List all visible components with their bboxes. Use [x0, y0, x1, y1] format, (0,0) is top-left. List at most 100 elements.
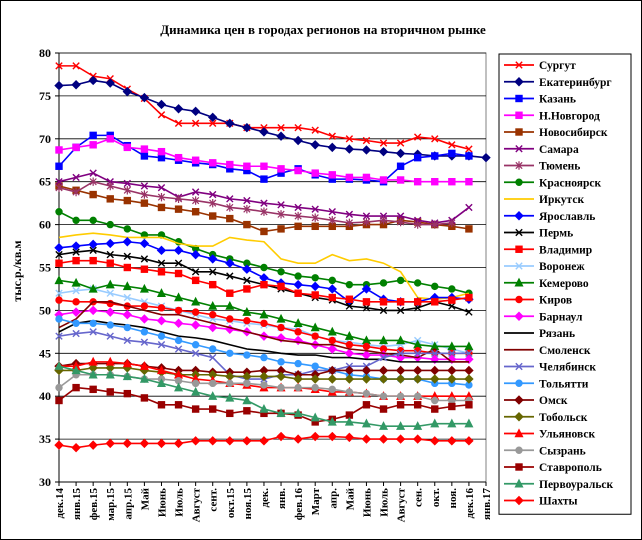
data-point-marker: [311, 291, 319, 299]
data-point-marker: [277, 210, 285, 219]
legend-entry: Ульяновск: [504, 428, 595, 441]
y-tick-label: 55: [39, 261, 51, 275]
legend-marker: [515, 228, 523, 237]
data-point-marker: [276, 408, 286, 418]
series-6: [55, 177, 456, 229]
data-point-marker: [311, 222, 319, 231]
data-point-marker: [157, 184, 166, 192]
x-tick-label: янв.15: [71, 488, 83, 520]
data-point-marker: [122, 358, 132, 368]
data-point-marker: [294, 289, 302, 297]
data-point-marker: [72, 256, 80, 265]
data-point-marker: [327, 284, 337, 294]
data-point-marker: [344, 416, 354, 426]
data-point-marker: [209, 280, 217, 289]
data-point-marker: [277, 358, 285, 366]
data-point-marker: [156, 288, 166, 297]
data-point-marker: [260, 175, 268, 183]
data-point-marker: [123, 196, 132, 205]
data-point-marker: [123, 323, 132, 332]
data-point-marker: [209, 379, 217, 388]
data-point-marker: [191, 188, 200, 196]
legend-marker: [514, 412, 524, 422]
legend-marker: [515, 161, 523, 170]
data-point-marker: [464, 418, 474, 428]
data-point-marker: [260, 280, 268, 289]
data-point-marker: [105, 369, 115, 379]
data-point-marker: [465, 178, 473, 186]
data-point-marker: [431, 220, 439, 229]
legend-label: Смоленск: [539, 345, 591, 357]
data-point-marker: [88, 356, 98, 366]
data-point-marker: [277, 268, 285, 276]
data-point-marker: [242, 307, 252, 316]
data-point-marker: [140, 190, 149, 199]
x-tick-label: дек.: [259, 488, 271, 508]
series-17: [58, 301, 469, 363]
legend-label: Сызрань: [539, 445, 586, 457]
data-point-marker: [328, 336, 336, 345]
data-point-marker: [55, 289, 63, 297]
data-point-marker: [327, 431, 337, 442]
data-point-marker: [208, 391, 218, 400]
data-point-marker: [260, 162, 268, 170]
data-point-marker: [344, 331, 354, 340]
data-point-marker: [362, 304, 371, 312]
x-tick-label: апр.15: [122, 488, 134, 520]
data-point-marker: [311, 274, 319, 282]
data-point-marker: [88, 305, 98, 316]
data-point-marker: [140, 199, 149, 207]
data-point-marker: [345, 135, 354, 143]
data-point-marker: [208, 254, 218, 264]
data-point-marker: [311, 213, 319, 222]
data-point-marker: [157, 304, 166, 312]
legend-entry: Пермь: [504, 228, 573, 240]
data-point-marker: [54, 80, 64, 91]
data-point-marker: [140, 394, 149, 402]
data-point-marker: [413, 349, 422, 357]
data-point-marker: [71, 307, 81, 317]
data-point-marker: [88, 369, 98, 379]
data-point-marker: [310, 281, 320, 292]
data-point-marker: [72, 298, 80, 306]
data-point-marker: [89, 328, 97, 336]
legend-entry: Сургут: [504, 60, 576, 72]
data-point-marker: [140, 338, 149, 346]
data-point-marker: [413, 392, 422, 400]
data-point-marker: [379, 353, 388, 362]
data-point-marker: [55, 162, 63, 170]
data-point-marker: [156, 438, 167, 449]
data-point-marker: [277, 282, 285, 291]
legend-entry: Кемерово: [504, 277, 589, 290]
data-point-marker: [174, 336, 183, 345]
data-point-marker: [225, 118, 235, 129]
data-point-marker: [140, 152, 149, 160]
data-point-marker: [362, 212, 371, 220]
series-3: [55, 135, 473, 186]
data-point-marker: [173, 245, 184, 256]
data-point-marker: [465, 293, 473, 302]
data-point-marker: [311, 205, 319, 213]
data-point-marker: [190, 436, 201, 446]
data-point-marker: [396, 401, 405, 409]
data-point-marker: [294, 211, 302, 221]
data-point-marker: [225, 392, 235, 402]
data-point-marker: [242, 264, 252, 274]
data-point-marker: [191, 208, 200, 216]
data-point-marker: [327, 142, 337, 153]
x-tick-label: фев.16: [293, 488, 305, 521]
legend-marker: [515, 111, 523, 119]
data-point-marker: [294, 123, 302, 132]
data-point-marker: [105, 238, 115, 249]
data-point-marker: [465, 203, 473, 212]
data-point-marker: [465, 225, 473, 233]
data-point-marker: [362, 389, 371, 398]
y-tick-label: 45: [39, 346, 51, 360]
data-point-marker: [310, 374, 320, 384]
data-point-marker: [105, 78, 115, 88]
data-point-marker: [310, 431, 320, 442]
data-point-marker: [105, 279, 115, 289]
data-point-marker: [260, 199, 268, 207]
legend-marker: [515, 295, 523, 304]
